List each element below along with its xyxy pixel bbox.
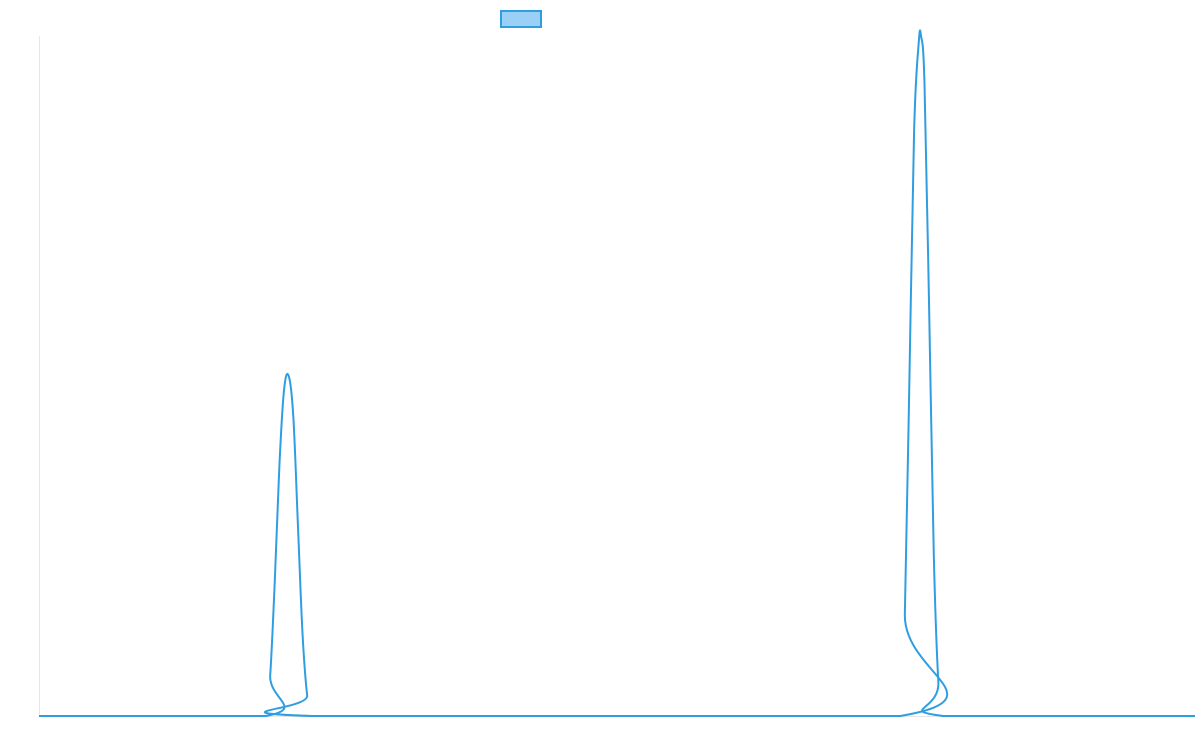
data-point[interactable] [272, 577, 278, 583]
data-point[interactable] [940, 713, 946, 719]
data-point[interactable] [304, 693, 310, 699]
data-point[interactable] [921, 81, 927, 87]
data-point[interactable] [276, 461, 282, 467]
series-line-0 [39, 29, 1195, 718]
data-point[interactable] [281, 387, 287, 393]
legend-item[interactable] [500, 10, 548, 28]
data-point[interactable] [36, 713, 42, 719]
data-point[interactable] [267, 672, 273, 678]
data-point[interactable] [286, 373, 292, 379]
data-point[interactable] [911, 128, 917, 134]
data-point[interactable] [935, 679, 941, 685]
data-point[interactable] [926, 305, 932, 311]
data-point[interactable] [1192, 713, 1198, 719]
data-point[interactable] [931, 550, 937, 556]
legend-swatch [500, 10, 542, 28]
data-point[interactable] [290, 414, 296, 420]
data-point[interactable] [902, 611, 908, 617]
data-point[interactable] [300, 631, 306, 637]
data-point[interactable] [897, 713, 903, 719]
data-point[interactable] [263, 713, 269, 719]
series-layer [36, 29, 1198, 719]
data-point[interactable] [906, 373, 912, 379]
data-point[interactable] [918, 33, 924, 39]
data-point[interactable] [295, 523, 301, 529]
data-point[interactable] [916, 40, 922, 46]
data-point[interactable] [309, 713, 315, 719]
